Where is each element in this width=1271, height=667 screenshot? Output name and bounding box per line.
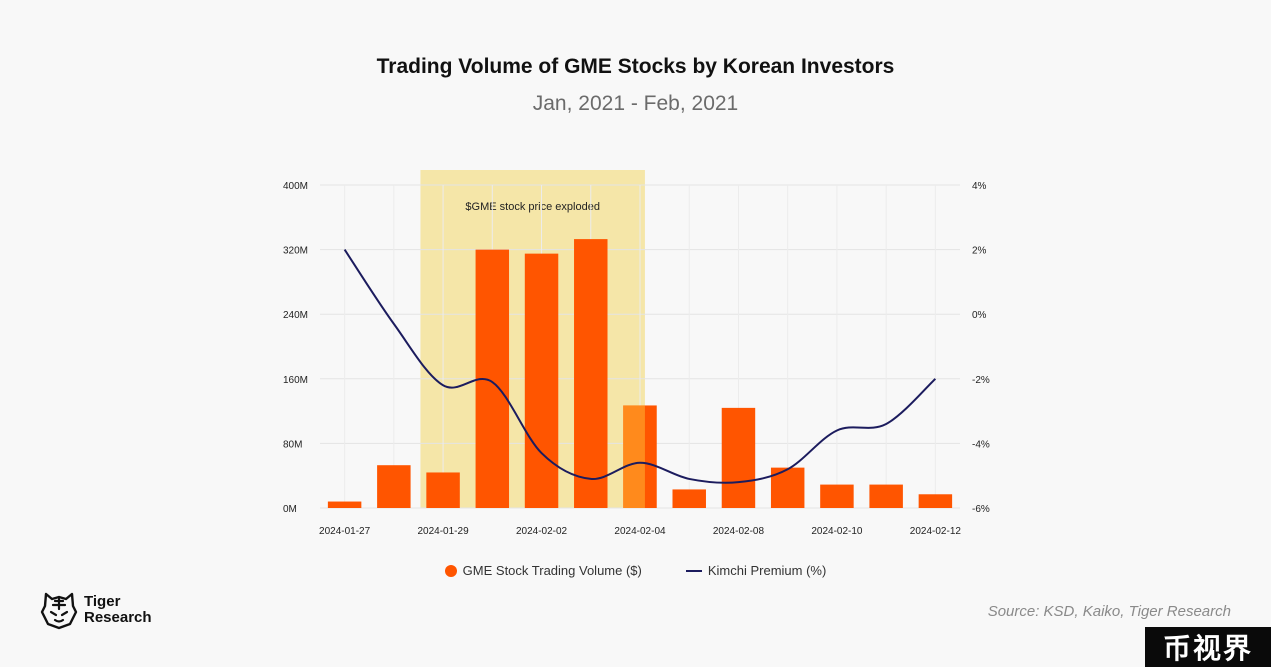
- y-right-tick-label: 4%: [972, 181, 987, 192]
- logo-line-2: Research: [84, 609, 152, 626]
- y-left-tick-label: 80M: [283, 439, 302, 450]
- source-note: Source: KSD, Kaiko, Tiger Research: [987, 603, 1231, 620]
- tiger-head-icon: [40, 592, 78, 630]
- bar-2024-02-10: [820, 484, 854, 508]
- y-left-tick-label: 320M: [283, 246, 308, 257]
- legend-volume-marker: [444, 564, 457, 577]
- x-tick-label: 2024-01-29: [417, 526, 469, 537]
- legend-item-volume: GME Stock Trading Volume ($): [444, 563, 642, 578]
- tiger-research-logo: Tiger Research: [40, 590, 152, 630]
- x-tick-label: 2024-02-10: [811, 526, 863, 537]
- legend-premium-marker: [685, 569, 702, 572]
- y-right-tick-label: 2%: [972, 246, 987, 257]
- y-right-tick-label: -2%: [972, 375, 990, 386]
- watermark: 币视界: [1145, 627, 1271, 667]
- legend-item-premium: Kimchi Premium (%): [685, 563, 827, 578]
- x-tick-label: 2024-02-12: [910, 526, 962, 537]
- bar-2024-01-29: [426, 472, 460, 508]
- y-right-tick-label: 0%: [972, 310, 987, 321]
- y-left-tick-label: 160M: [283, 375, 308, 386]
- bar-2024-01-27: [327, 501, 362, 508]
- logo-line-1: Tiger: [84, 593, 121, 610]
- bar-2024-02-03: [574, 239, 608, 509]
- bar-2024-02-11: [869, 484, 903, 508]
- x-tick-label: 2024-02-02: [516, 526, 568, 537]
- chart-title: Trading Volume of GME Stocks by Korean I…: [376, 55, 895, 78]
- kimchi-premium-line: [343, 249, 937, 484]
- bar-2024-02-02: [524, 253, 559, 508]
- highlight-label: $GME stock price exploded: [465, 201, 600, 213]
- bar-2024-01-28: [377, 465, 411, 508]
- bar-2024-02-07: [672, 489, 706, 508]
- y-right-tick-label: -6%: [972, 504, 990, 515]
- x-tick-label: 2024-02-08: [713, 526, 765, 537]
- x-tick-label: 2024-02-04: [614, 526, 666, 537]
- bar-tint: [623, 405, 645, 508]
- bar-2024-02-08: [721, 407, 756, 508]
- bar-2024-02-12: [918, 494, 953, 508]
- chart-subtitle: Jan, 2021 - Feb, 2021: [532, 92, 739, 115]
- legend-volume-label: GME Stock Trading Volume ($): [462, 563, 642, 578]
- y-left-tick-label: 0M: [283, 504, 297, 515]
- y-right-tick-label: -4%: [972, 439, 990, 450]
- legend-premium-label: Kimchi Premium (%): [707, 563, 827, 578]
- legend: GME Stock Trading Volume ($) Kimchi Prem…: [0, 563, 1271, 578]
- x-tick-label: 2024-01-27: [319, 526, 371, 537]
- y-left-tick-label: 400M: [283, 181, 308, 192]
- y-left-tick-label: 240M: [283, 310, 308, 321]
